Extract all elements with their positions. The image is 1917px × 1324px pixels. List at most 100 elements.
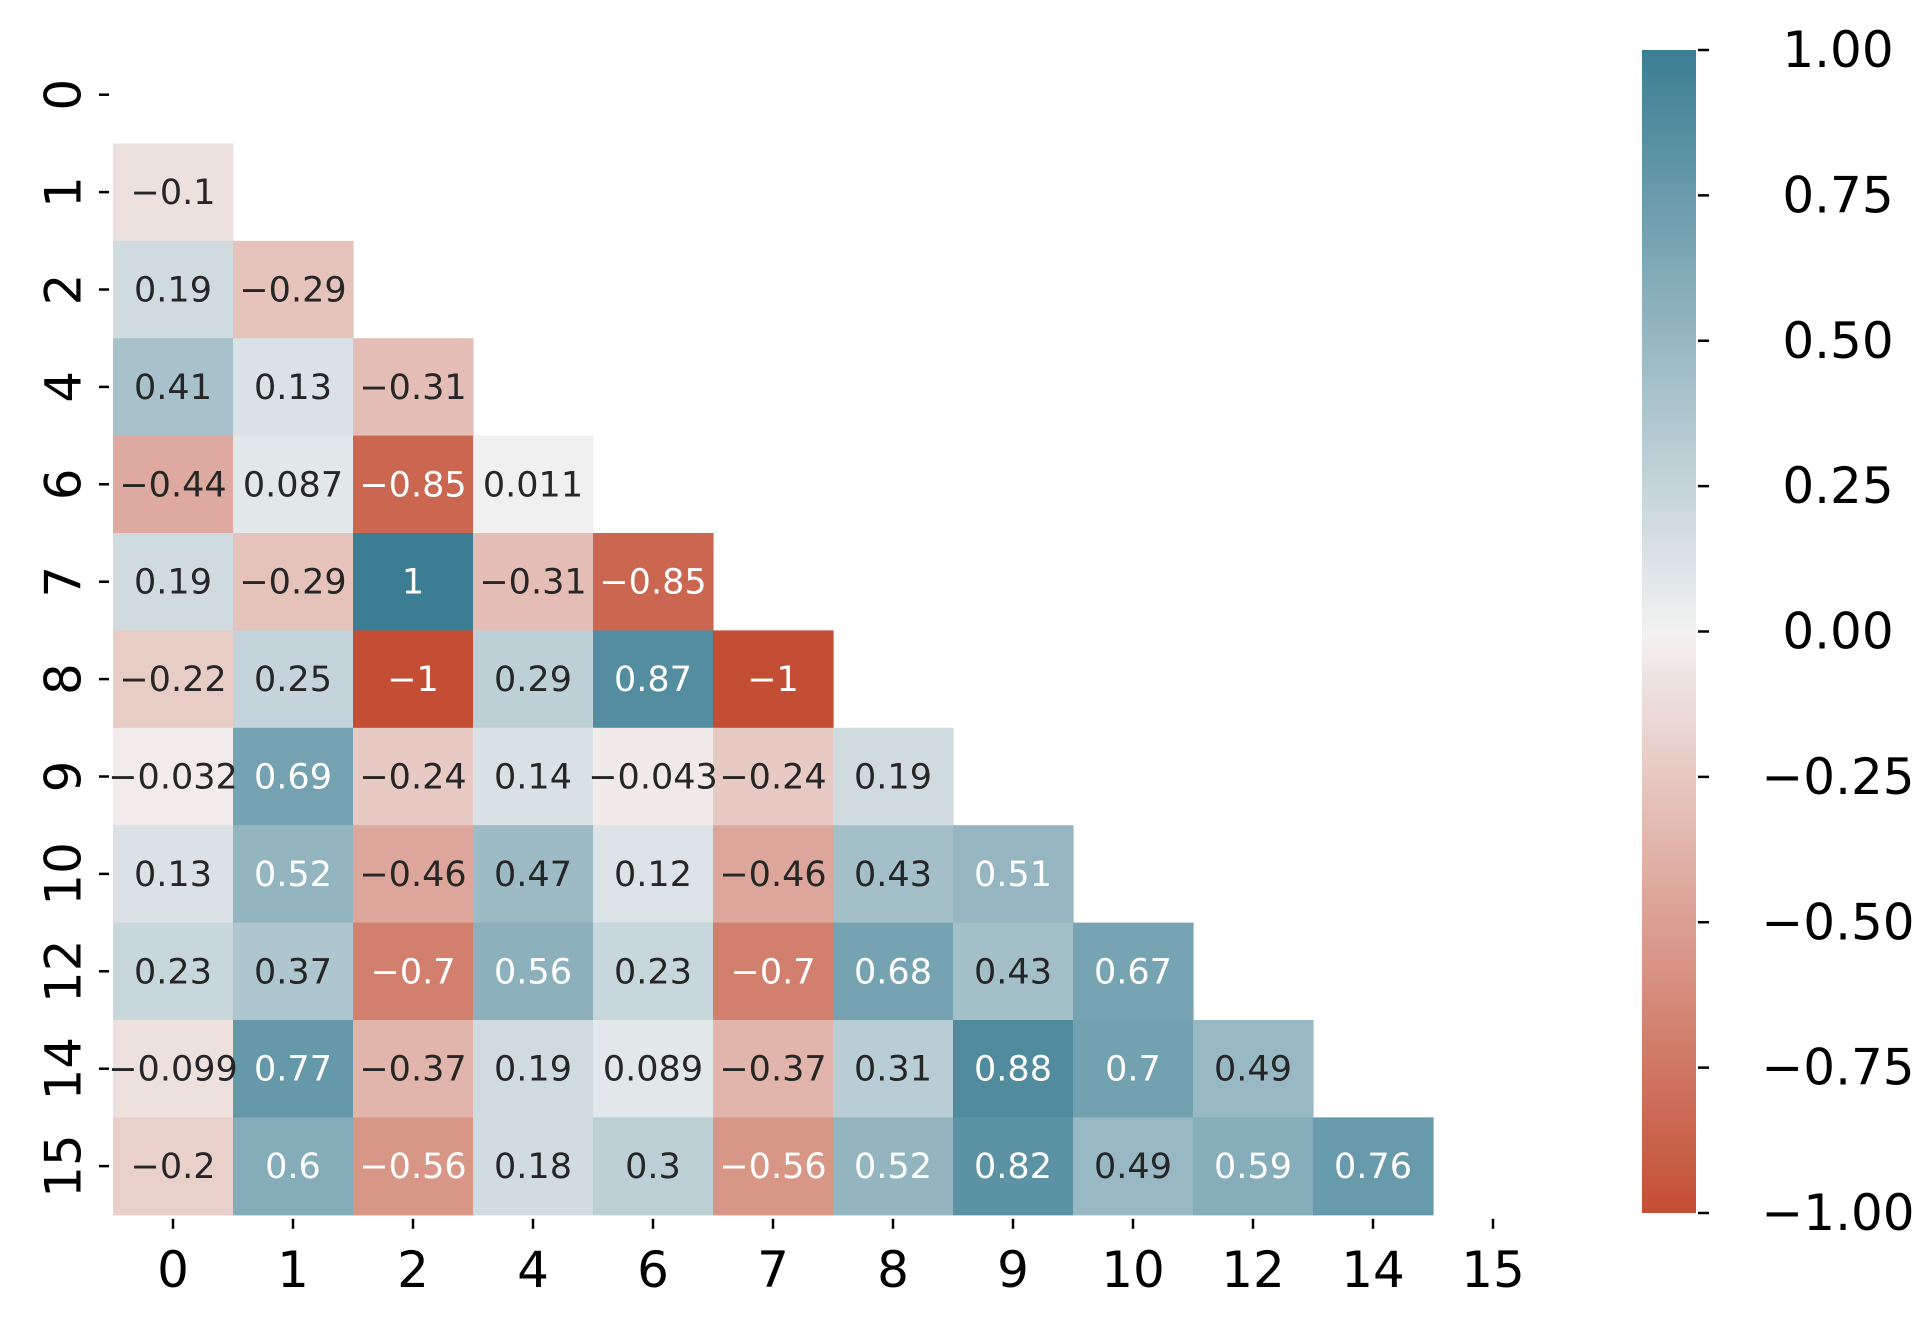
cell-value-label: 0.82 xyxy=(974,1147,1052,1187)
cell-value-label: 0.13 xyxy=(134,855,212,895)
heatmap-cell xyxy=(713,922,834,1021)
x-tick-label: 0 xyxy=(157,1241,189,1299)
heatmap-cell xyxy=(593,533,714,631)
cell-value-label: −0.56 xyxy=(359,1147,466,1187)
cell-value-label: 0.59 xyxy=(1214,1147,1292,1187)
y-tick-label: 1 xyxy=(35,176,93,208)
y-tick-label: 9 xyxy=(35,761,93,793)
colorbar-tick-label: −0.25 xyxy=(1761,748,1914,806)
cell-value-label: −0.37 xyxy=(359,1050,466,1090)
x-tick-label: 4 xyxy=(517,1241,549,1299)
cell-value-label: −1 xyxy=(747,660,799,700)
cell-value-label: −0.29 xyxy=(239,563,346,603)
heatmap-cell xyxy=(353,435,474,534)
cell-value-label: 0.12 xyxy=(614,855,692,895)
cell-value-label: −0.032 xyxy=(108,758,238,798)
cell-value-label: 0.14 xyxy=(494,758,572,798)
y-tick-label: 15 xyxy=(35,1134,93,1198)
y-tick-label: 2 xyxy=(35,274,93,306)
cell-value-label: 0.6 xyxy=(265,1147,321,1187)
heatmap-cell xyxy=(113,240,234,339)
cell-value-label: −0.2 xyxy=(131,1147,216,1187)
colorbar-tick-label: 0.75 xyxy=(1782,166,1893,224)
cell-value-label: 0.56 xyxy=(494,952,572,992)
y-tick-label: 0 xyxy=(35,79,93,111)
colorbar: 1.00 0.75 0.50 0.25 0.00 −0.25 −0.50 −0.75 −1.00 xyxy=(1642,21,1915,1242)
heatmap-cell xyxy=(353,825,474,924)
cell-value-label: 0.23 xyxy=(614,952,692,992)
heatmap-cell xyxy=(353,630,474,729)
cell-value-label: 0.87 xyxy=(614,660,692,700)
colorbar-ticks: 1.00 0.75 0.50 0.25 0.00 −0.25 −0.50 −0.75 −1.00 xyxy=(1698,21,1915,1242)
x-tick-label: 8 xyxy=(877,1241,909,1299)
heatmap-cell xyxy=(473,1117,594,1216)
heatmap-cell xyxy=(353,338,474,437)
heatmap-cell-labels: −0.1 0.19 −0.29 0.41 0.13 −0.31 −0.44 0.087 −0.8… xyxy=(108,173,1412,1187)
heatmap-cell xyxy=(833,1020,954,1118)
heatmap-cell xyxy=(833,727,954,826)
y-tick-label: 7 xyxy=(35,566,93,598)
x-tick-label: 12 xyxy=(1221,1241,1285,1299)
heatmap-cell xyxy=(113,630,234,729)
cell-value-label: 0.43 xyxy=(974,952,1052,992)
heatmap-cell xyxy=(353,1117,474,1216)
heatmap-cell xyxy=(593,825,714,924)
cell-value-label: 0.19 xyxy=(134,563,212,603)
heatmap-cell xyxy=(473,922,594,1021)
cell-value-label: −0.31 xyxy=(479,563,586,603)
heatmap-cell xyxy=(1193,1117,1314,1216)
heatmap-cell xyxy=(473,533,594,631)
heatmap-cell xyxy=(953,825,1074,924)
cell-value-label: −0.46 xyxy=(719,855,826,895)
cell-value-label: 0.7 xyxy=(1105,1050,1161,1090)
heatmap-cell xyxy=(113,435,234,534)
cell-value-label: 0.18 xyxy=(494,1147,572,1187)
heatmap-cell xyxy=(713,630,834,729)
heatmap-cell xyxy=(473,630,594,729)
colorbar-gradient xyxy=(1642,50,1696,1213)
cell-value-label: 0.087 xyxy=(243,465,343,505)
heatmap-cell xyxy=(113,533,234,631)
cell-value-label: −0.56 xyxy=(719,1147,826,1187)
cell-value-label: −0.31 xyxy=(359,368,466,408)
y-tick-label: 8 xyxy=(35,663,93,695)
colorbar-tick-label: 1.00 xyxy=(1782,21,1893,79)
cell-value-label: 0.41 xyxy=(134,368,212,408)
cell-value-label: −0.44 xyxy=(119,465,226,505)
cell-value-label: 0.43 xyxy=(854,855,932,895)
heatmap-cell xyxy=(593,922,714,1021)
x-axis: 0 1 2 4 6 7 8 9 10 12 14 15 xyxy=(157,1218,1525,1299)
heatmap-cell xyxy=(713,825,834,924)
heatmap-cell xyxy=(353,533,474,631)
heatmap-cell xyxy=(593,1117,714,1216)
heatmap-cell xyxy=(353,922,474,1021)
heatmap-cell xyxy=(833,1117,954,1216)
colorbar-tick-label: −0.75 xyxy=(1761,1039,1914,1097)
heatmap-cell xyxy=(953,1117,1074,1216)
cell-value-label: −0.29 xyxy=(239,271,346,311)
cell-value-label: 0.37 xyxy=(254,952,332,992)
heatmap-cell xyxy=(473,1020,594,1118)
cell-value-label: −0.24 xyxy=(719,758,826,798)
cell-value-label: 0.52 xyxy=(854,1147,932,1187)
heatmap-cell xyxy=(953,1020,1074,1118)
x-tick-label: 2 xyxy=(397,1241,429,1299)
heatmap-cell xyxy=(233,240,354,339)
cell-value-label: 0.88 xyxy=(974,1050,1052,1090)
cell-value-label: 0.76 xyxy=(1334,1147,1412,1187)
heatmap-cell xyxy=(233,1117,354,1216)
cell-value-label: 0.67 xyxy=(1094,952,1172,992)
cell-value-label: 0.29 xyxy=(494,660,572,700)
heatmap-cells xyxy=(113,143,1434,1216)
y-tick-label: 6 xyxy=(35,468,93,500)
x-tick-label: 9 xyxy=(997,1241,1029,1299)
colorbar-tick-label: 0.00 xyxy=(1782,603,1893,661)
heatmap-cell xyxy=(473,435,594,534)
x-tick-label: 7 xyxy=(757,1241,789,1299)
cell-value-label: −0.46 xyxy=(359,855,466,895)
heatmap-cell xyxy=(233,435,354,534)
heatmap-cell xyxy=(713,727,834,826)
cell-value-label: 0.19 xyxy=(854,758,932,798)
heatmap-cell xyxy=(833,922,954,1021)
